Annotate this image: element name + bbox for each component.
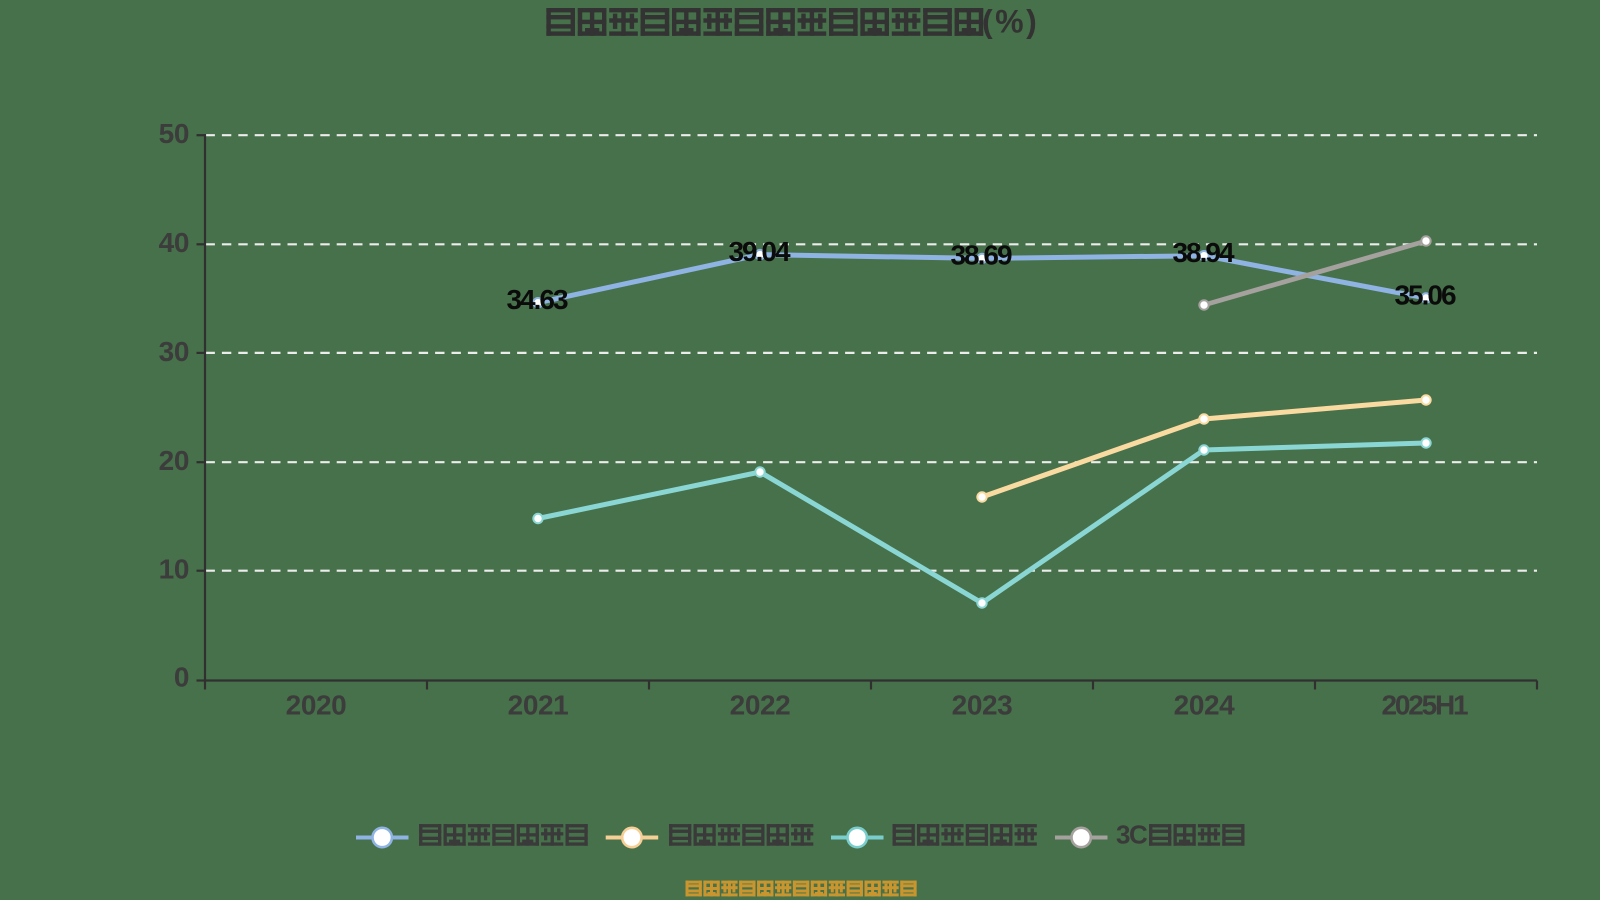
svg-text:3C: 3C	[1116, 820, 1148, 850]
svg-text:39.04: 39.04	[728, 236, 790, 267]
svg-text:2024: 2024	[1174, 690, 1236, 721]
svg-text:50: 50	[159, 118, 189, 149]
svg-text:2021: 2021	[508, 690, 569, 721]
svg-text:35.06: 35.06	[1394, 279, 1455, 310]
svg-text:0: 0	[174, 661, 189, 692]
svg-text:38.94: 38.94	[1172, 237, 1234, 268]
svg-text:2023: 2023	[952, 690, 1013, 721]
svg-text:10: 10	[159, 554, 189, 585]
svg-text:2025H1: 2025H1	[1382, 690, 1469, 721]
svg-text:(%): (%)	[982, 4, 1039, 40]
svg-text:34.63: 34.63	[506, 284, 567, 315]
svg-text:30: 30	[159, 336, 189, 367]
svg-text:2022: 2022	[730, 690, 791, 721]
svg-text:38.69: 38.69	[950, 240, 1011, 271]
svg-text:20: 20	[159, 445, 189, 476]
svg-text:2020: 2020	[286, 690, 347, 721]
svg-text:40: 40	[159, 227, 189, 258]
